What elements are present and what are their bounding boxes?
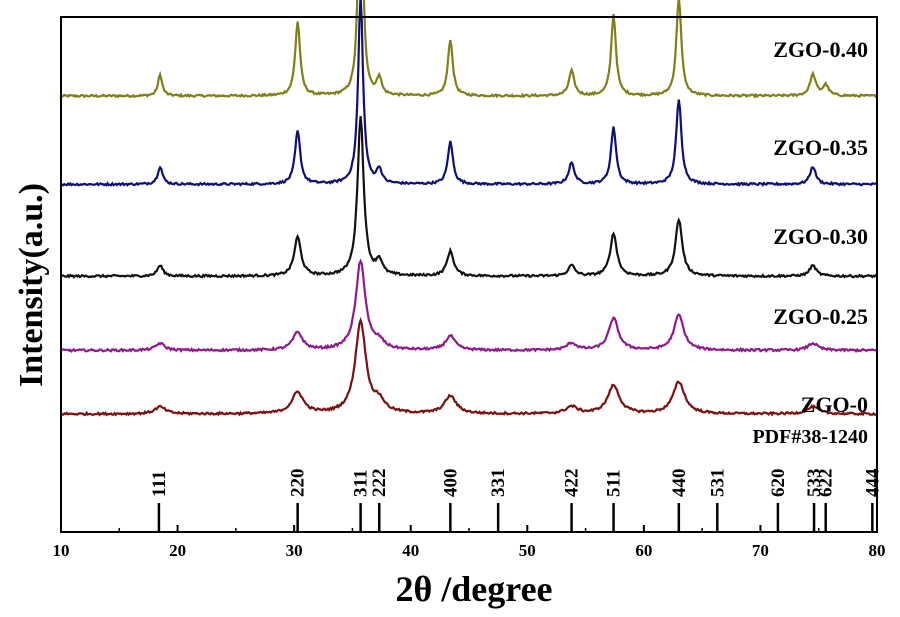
series-label-0: ZGO-0.40 — [773, 37, 868, 62]
reference-hkl-531: 531 — [707, 469, 728, 498]
x-tick-label-20: 20 — [169, 541, 186, 560]
y-axis-title: Intensity(a.u.) — [13, 183, 50, 387]
series-label-4: ZGO-0 — [801, 392, 868, 417]
series-label-3: ZGO-0.25 — [773, 304, 868, 329]
x-tick-label-70: 70 — [752, 541, 769, 560]
pdf-reference-label: PDF#38-1240 — [752, 426, 868, 448]
x-tick-label-40: 40 — [402, 541, 419, 560]
reference-hkl-444: 444 — [862, 468, 883, 497]
reference-hkl-311: 311 — [351, 470, 372, 497]
series-line-0 — [60, 0, 877, 99]
series-line-4 — [60, 316, 878, 417]
x-axis-title: 2θ /degree — [395, 569, 552, 609]
reference-hkl-400: 400 — [440, 469, 461, 498]
reference-hkl-511: 511 — [604, 470, 625, 497]
reference-hkl-220: 220 — [288, 469, 309, 498]
series-label-1: ZGO-0.35 — [773, 135, 868, 160]
x-tick-label-10: 10 — [53, 541, 70, 560]
reference-hkl-422: 422 — [562, 469, 583, 498]
series-layer — [60, 0, 878, 417]
x-tick-label-30: 30 — [286, 541, 303, 560]
reference-hkl-331: 331 — [488, 469, 509, 498]
x-tick-label-50: 50 — [519, 541, 536, 560]
x-tick-label-80: 80 — [869, 541, 886, 560]
reference-hkl-533: 533 — [804, 469, 825, 498]
reference-hkl-620: 620 — [768, 469, 789, 498]
x-axis-ticks: 10 20 30 40 50 60 70 80 — [53, 525, 886, 560]
series-line-1 — [61, 0, 878, 187]
series-line-2 — [60, 116, 878, 279]
series-line-3 — [60, 258, 878, 354]
series-labels-layer: ZGO-0.40 ZGO-0.35 ZGO-0.30 ZGO-0.25 ZGO-0 — [773, 37, 868, 417]
reference-hkl-622: 622 — [816, 469, 837, 498]
series-label-2: ZGO-0.30 — [773, 224, 868, 249]
reference-hkl-222: 222 — [369, 469, 390, 498]
x-tick-label-60: 60 — [635, 541, 652, 560]
reference-hkl-440: 440 — [669, 469, 690, 498]
reference-hkl-111: 111 — [149, 471, 170, 497]
